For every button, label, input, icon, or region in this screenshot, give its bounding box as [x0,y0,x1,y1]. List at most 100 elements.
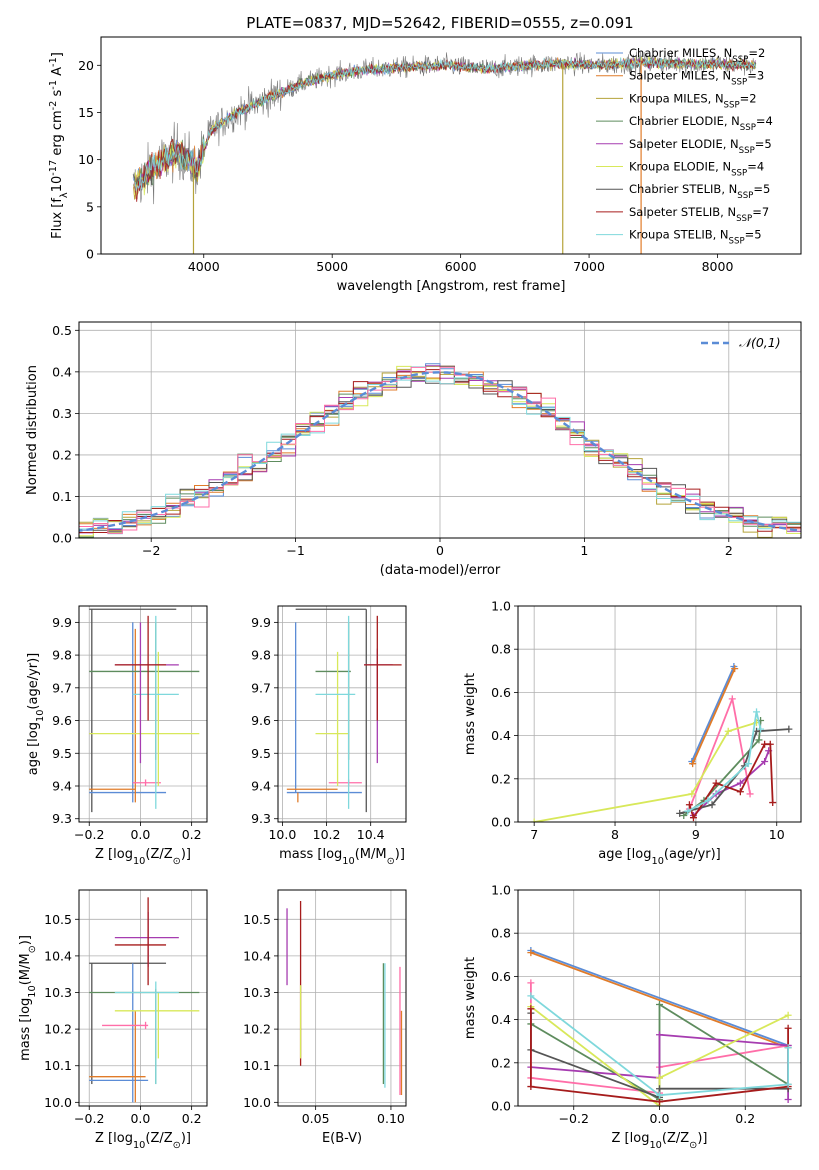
y-tick-label: 10.5 [44,912,72,927]
y-tick-label: 0.5 [52,323,72,338]
x-tick-label: 7000 [573,259,605,274]
y-tick-label: 1.0 [491,599,511,614]
x-tick-label: 0 [436,543,444,558]
y-tick-label: 0 [86,247,94,262]
weight-line [530,995,789,1097]
x-tick-label: 5000 [316,259,348,274]
weight-marker [784,1024,792,1032]
weight-marker [736,779,744,787]
y-tick-label: 10.0 [44,1095,72,1110]
normal-reference-curve [79,371,801,532]
x-tick-label: −0.2 [559,1111,589,1126]
weight-marker [530,818,538,822]
y-tick-label: 5 [86,199,94,214]
y-axis-label: mass [log10(M/M⊙)] [18,935,38,1061]
x-axis-label: E(B-V) [322,1131,362,1146]
y-tick-label: 0.2 [491,771,511,786]
y-tick-label: 0.6 [491,969,511,984]
y-tick-label: 9.5 [52,746,72,761]
y-axis-label: Flux [fλ10-17 erg cm-2 s-1 A-1] [48,52,70,239]
x-tick-label: 4000 [188,259,220,274]
weight-marker [527,1083,535,1091]
y-tick-label: 0.4 [52,364,72,379]
y-tick-label: 10.4 [243,948,271,963]
y-tick-label: 0.2 [52,447,72,462]
y-tick-label: 9.8 [251,648,271,663]
y-tick-label: 10.2 [243,1022,271,1037]
axes-frame [517,605,802,823]
x-tick-label: 10.0 [268,827,296,842]
weight-marker [656,1091,663,1099]
y-tick-label: 0.0 [491,815,511,830]
y-tick-label: 9.8 [52,648,72,663]
legend-label: Salpeter MILES, NSSP=3 [629,69,764,88]
legend-label: Chabrier ELODIE, NSSP=4 [629,114,773,133]
weight-line [691,668,736,765]
weight-marker [656,1074,663,1082]
plot-area [132,51,757,254]
y-tick-label: 9.6 [52,713,72,728]
legend-label: Salpeter ELODIE, NSSP=5 [629,137,772,156]
y-tick-label: 9.7 [52,680,72,695]
y-tick-label: 15 [78,105,94,120]
y-axis-label: age [log10(age/yr)] [26,653,46,776]
z-weight-panel: −0.2 0.0 0.2 0.0 0.2 0.4 0.6 0.8 1.0 Z [log10(Z/Z… [463,883,802,1151]
x-tick-label: 8 [611,827,619,842]
x-axis-label: Z [log10(Z/Z⊙)] [95,847,191,867]
y-tick-label: 9.4 [52,779,72,794]
x-tick-label: 7 [530,827,538,842]
x-tick-label: 8000 [702,259,734,274]
weight-marker [785,725,793,733]
weight-line [683,720,762,817]
spectrum-panel: 4000 5000 6000 7000 8000 0 5 10 15 20 wavelength [… [48,36,802,294]
weight-marker [689,760,697,768]
axes-frame [277,605,407,823]
weight-marker [784,1096,792,1104]
y-tick-label: 0.2 [491,1055,511,1070]
plot-area [89,897,200,1103]
y-tick-label: 9.3 [52,811,72,826]
plot-area [530,662,793,822]
y-tick-label: 10.2 [44,1022,72,1037]
plot-area [79,363,801,538]
x-axis-label: wavelength [Angstrom, rest frame] [337,279,566,294]
x-axis-label: mass [log10(M/M⊙)] [279,847,405,867]
weight-marker [731,665,739,673]
x-axis-label: Z [log10(Z/Z⊙)] [612,1131,708,1151]
model-spectrum-line [134,57,756,191]
legend-label: Salpeter STELIB, NSSP=7 [629,205,769,224]
weight-marker [769,799,777,807]
age-weight-panel: 7 8 9 10 0.0 0.2 0.4 0.6 0.8 1.0 age [log10(age/yr… [463,599,802,867]
weight-marker [766,740,774,748]
y-tick-label: 0.4 [491,728,511,743]
weight-marker [712,779,720,787]
z-mass-panel: −0.2 0.0 0.2 10.0 10.1 10.2 10.3 10.4 10.5 Z [log… [18,889,208,1151]
axes-frame [78,321,802,539]
y-tick-label: 9.4 [251,779,271,794]
weight-marker [746,790,754,798]
y-tick-label: 20 [78,58,94,73]
y-tick-label: 0.8 [491,926,511,941]
weight-marker [656,1098,663,1106]
weight-marker [685,801,693,809]
x-tick-label: 0.2 [182,827,202,842]
weight-marker [684,807,692,815]
y-tick-label: 0.1 [52,489,72,504]
x-tick-label: 10.4 [357,827,385,842]
plot-area [286,900,403,1096]
y-tick-label: 0.6 [491,685,511,700]
x-tick-label: 0.2 [735,1111,755,1126]
legend-label: Kroupa ELODIE, NSSP=4 [629,160,764,179]
axes-frame [78,605,208,823]
weight-line [530,949,789,1047]
y-tick-label: 1.0 [491,883,511,898]
legend-label: 𝒩(0,1) [739,335,781,350]
axes-frame [277,889,407,1107]
y-tick-label: 9.6 [251,713,271,728]
weight-marker [689,814,697,822]
x-tick-label: 9 [692,827,700,842]
x-tick-label: 0.05 [302,1111,330,1126]
x-tick-label: 2 [725,543,733,558]
y-tick-label: 9.9 [52,615,72,630]
